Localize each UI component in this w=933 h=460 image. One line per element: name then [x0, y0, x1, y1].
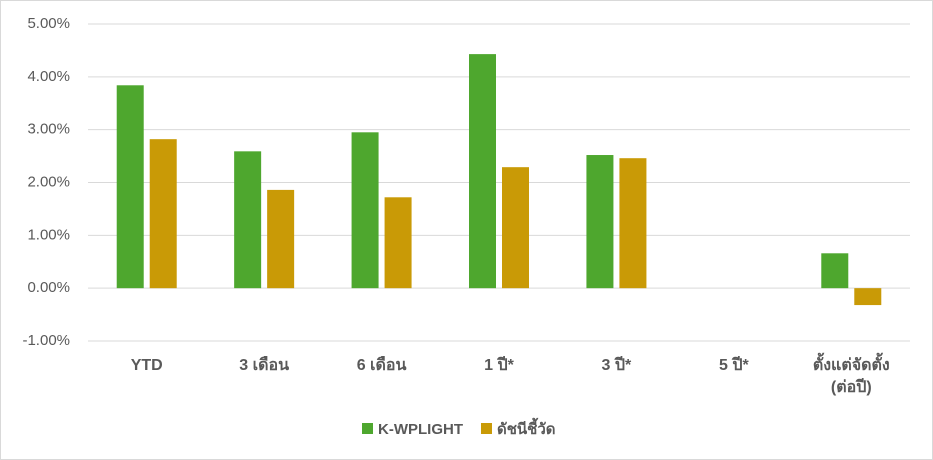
x-tick-label: YTD: [131, 357, 163, 374]
bar: [351, 132, 379, 289]
legend-swatch: [480, 423, 492, 434]
y-tick-label: -1.00%: [22, 332, 70, 349]
y-tick-label: 5.00%: [27, 15, 70, 32]
bar: [854, 288, 882, 306]
x-tick-label: 3 ปี*: [602, 355, 633, 374]
bar: [469, 54, 496, 289]
x-tick-label: 5 ปี*: [719, 355, 750, 374]
legend-label: ดัชนีชี้วัด: [497, 417, 556, 438]
legend-swatch: [362, 423, 373, 434]
legend-label: K-WPLIGHT: [378, 421, 463, 438]
x-tick-label: ตั้งแต่จัดตั้ง(ต่อปี): [813, 352, 890, 396]
bar: [502, 167, 529, 289]
y-tick-label: 3.00%: [27, 121, 70, 138]
y-tick-label: 4.00%: [27, 68, 70, 85]
bar: [619, 158, 647, 289]
x-tick-label: 1 ปี*: [484, 355, 515, 374]
bar: [116, 85, 144, 289]
x-tick-label: 6 เดือน: [357, 356, 407, 374]
y-tick-label: 1.00%: [27, 226, 70, 243]
bar: [384, 197, 412, 289]
bar: [267, 189, 295, 289]
bar: [586, 155, 614, 289]
y-tick-label: 2.00%: [27, 173, 70, 190]
x-tick-label: 3 เดือน: [239, 356, 289, 374]
bar: [149, 139, 177, 289]
bar: [234, 151, 262, 289]
y-tick-label: 0.00%: [27, 279, 70, 296]
bar: [821, 253, 849, 289]
